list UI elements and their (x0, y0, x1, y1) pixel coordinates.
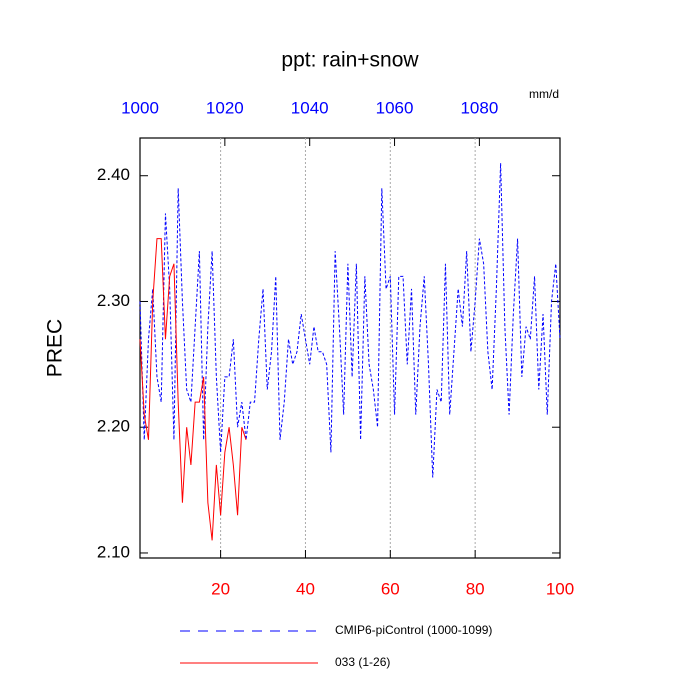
x-tick-label: 20 (211, 579, 230, 598)
x2-tick-label: 1060 (376, 98, 414, 117)
series-line (139, 163, 561, 478)
x2-tick-label: 1080 (460, 98, 498, 117)
x2-tick-label: 1000 (121, 98, 159, 117)
x2-tick-label: 1040 (291, 98, 329, 117)
x-tick-label: 40 (296, 579, 315, 598)
x-tick-label: 60 (381, 579, 400, 598)
x-tick-label: 80 (466, 579, 485, 598)
chart-title: ppt: rain+snow (281, 49, 419, 72)
y-tick-label: 2.20 (97, 417, 130, 436)
x2-axis-unit: mm/d (529, 87, 559, 101)
y-tick-label: 2.30 (97, 291, 130, 310)
y-axis-label: PREC (44, 319, 67, 377)
x-tick-label: 100 (546, 579, 574, 598)
y-tick-label: 2.40 (97, 165, 130, 184)
plot-frame (139, 137, 561, 559)
series-line (139, 238, 247, 541)
y-tick-label: 2.10 (97, 542, 130, 561)
x2-tick-label: 1020 (206, 98, 244, 117)
legend-label: CMIP6-piControl (1000-1099) (335, 623, 492, 637)
legend-label: 033 (1-26) (335, 655, 390, 669)
